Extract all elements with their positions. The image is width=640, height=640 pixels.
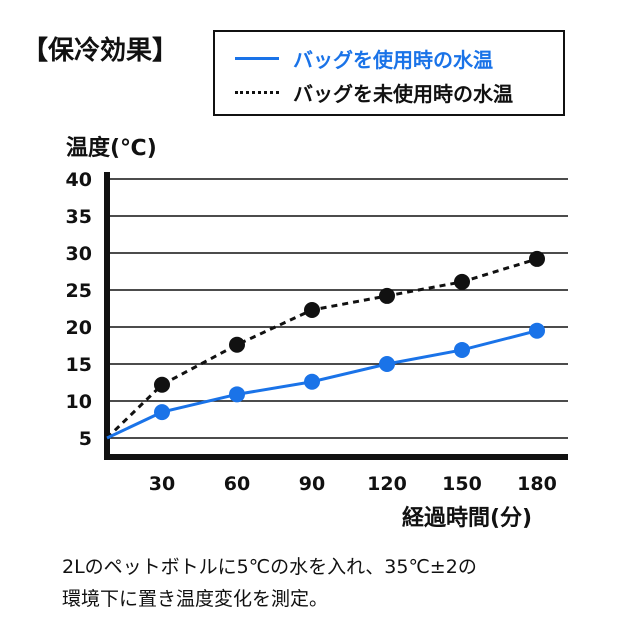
data-point	[304, 373, 320, 390]
y-tick-label: 20	[66, 317, 92, 339]
x-tick-label: 180	[517, 473, 557, 495]
x-tick-label: 90	[299, 473, 325, 495]
y-tick-label: 5	[79, 428, 92, 450]
x-tick-label: 150	[442, 473, 482, 495]
legend-label: バッグを未使用時の水温	[293, 82, 513, 106]
legend-item-without-bag: バッグを未使用時の水温	[235, 78, 513, 107]
data-point	[379, 287, 395, 304]
data-point	[304, 301, 320, 318]
data-point	[154, 404, 170, 421]
y-tick-label: 25	[66, 280, 92, 302]
y-tick-label: 30	[66, 243, 92, 265]
data-point	[379, 356, 395, 372]
y-tick-label: 40	[66, 169, 92, 191]
series-line	[106, 329, 538, 440]
x-tick-label: 30	[149, 473, 175, 495]
y-tick-label: 10	[66, 391, 92, 413]
note-line-1: 2Lのペットボトルに5℃の水を入れ、35℃±2の	[62, 556, 477, 578]
chart-title: 【保冷効果】	[22, 36, 179, 66]
y-tick-label: 35	[66, 206, 92, 228]
y-axis-label: 温度(℃)	[66, 136, 157, 161]
legend: バッグを使用時の水温 バッグを未使用時の水温	[213, 30, 565, 116]
data-point	[529, 322, 545, 339]
x-axis-label: 経過時間(分)	[402, 506, 533, 531]
legend-dotted-line-icon	[235, 91, 279, 94]
data-point	[229, 386, 245, 403]
y-tick-label: 15	[66, 354, 92, 376]
data-point	[229, 336, 245, 353]
data-point	[454, 341, 470, 358]
data-point	[454, 273, 470, 290]
data-point	[529, 250, 545, 267]
x-tick-label: 60	[224, 473, 250, 495]
x-tick-label: 120	[367, 473, 407, 495]
legend-solid-line-icon	[235, 57, 279, 60]
legend-item-with-bag: バッグを使用時の水温	[235, 44, 493, 73]
legend-label: バッグを使用時の水温	[293, 48, 493, 72]
data-point	[154, 376, 170, 393]
note-line-2: 環境下に置き温度変化を測定。	[62, 588, 329, 610]
